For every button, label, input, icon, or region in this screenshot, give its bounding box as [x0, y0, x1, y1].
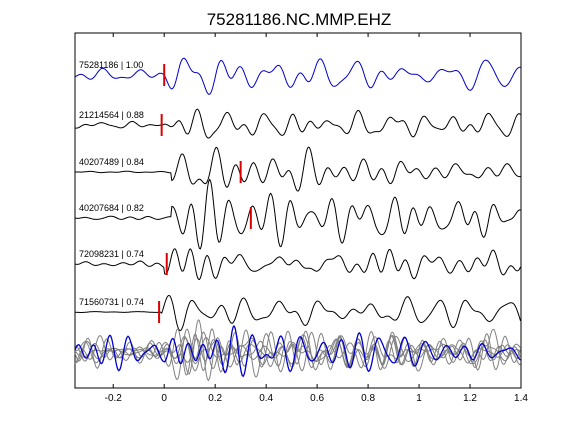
x-tick-label: 0.8	[361, 393, 375, 404]
x-tick-label: 0.2	[208, 393, 222, 404]
trace-line	[74, 108, 521, 139]
trace-line	[74, 248, 521, 281]
x-tick-label: 1.4	[514, 393, 528, 404]
trace-line	[75, 294, 521, 332]
stack-trace	[74, 319, 521, 382]
x-tick-label: 1.2	[463, 393, 477, 404]
x-tick-label: 1	[416, 393, 422, 404]
x-tick-label: 0.4	[259, 393, 273, 404]
trace-layer: 75281186 | 1.00 21214564 | 0.88 40207489 |…	[74, 57, 521, 382]
stack-template-trace	[74, 324, 521, 378]
trace-line	[74, 178, 521, 250]
trace-label: 75281186 | 1.00	[79, 60, 143, 70]
stack-trace	[75, 334, 521, 372]
trace-line	[74, 146, 521, 192]
x-tick-label: 0	[161, 393, 167, 404]
x-axis: -0.2 0 0.2 0.4 0.6 0.8 1 1.2 1.4	[105, 33, 528, 404]
trace-label: 40207489 | 0.84	[79, 157, 144, 167]
chart-title: 75281186.NC.MMP.EHZ	[207, 10, 392, 29]
trace-label: 72098231 | 0.74	[79, 249, 144, 259]
x-tick-label: 0.6	[310, 393, 324, 404]
stack-trace	[74, 328, 521, 378]
trace-label: 21214564 | 0.88	[79, 110, 144, 120]
x-tick-label: -0.2	[105, 393, 123, 404]
trace-line	[74, 57, 521, 95]
trace-label: 71560731 | 0.74	[79, 297, 144, 307]
trace-label: 40207684 | 0.82	[79, 203, 144, 213]
plot-frame	[74, 32, 522, 389]
